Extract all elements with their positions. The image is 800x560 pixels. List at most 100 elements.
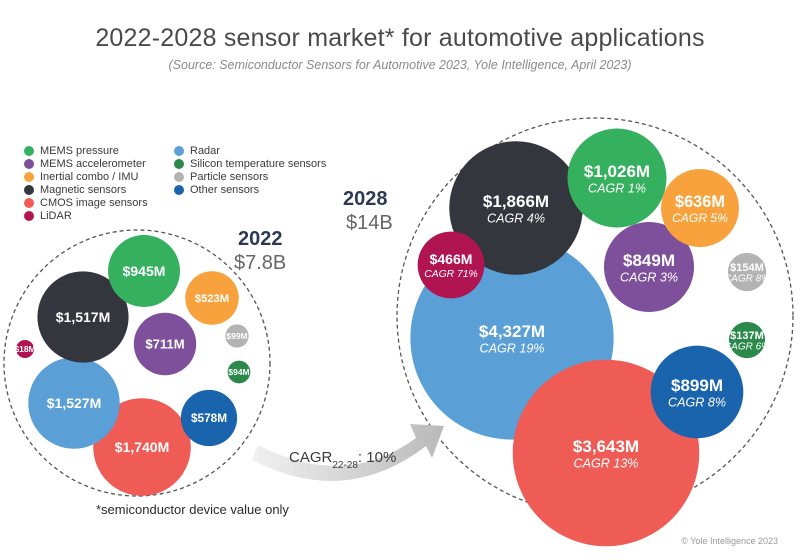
legend-column-left: MEMS pressure MEMS accelerometer Inertial … [24, 144, 148, 222]
legend-swatch [24, 171, 34, 182]
legend-item-inertial-combo-imu: Inertial combo / IMU [24, 170, 148, 183]
legend-label: Radar [190, 144, 220, 157]
legend-label: MEMS pressure [40, 144, 119, 157]
bubble-2022-particle-sensors: $99M [225, 324, 249, 348]
legend-column-right: Radar Silicon temperature sensors Particle… [174, 144, 326, 196]
bubble-2022-mems-accelerometer: $711M [133, 312, 197, 376]
legend-label: Magnetic sensors [40, 183, 127, 196]
bubble-circle [37, 271, 129, 363]
bubble-circle [567, 128, 667, 228]
bubble-value-label: $711M [145, 337, 184, 352]
bubble-circle [227, 360, 251, 384]
bubble-value-label: $1,527M [47, 395, 101, 411]
bubble-circle [225, 324, 249, 348]
legend-item-other-sensors: Other sensors [174, 183, 326, 196]
bubble-value-label: $945M [123, 263, 166, 279]
year-2022-label: 2022 [238, 228, 283, 250]
legend-item-silicon-temperature-sensors: Silicon temperature sensors [174, 157, 326, 170]
bubble-2022-silicon-temperature-sensors: $94M [227, 360, 251, 384]
legend-label: Silicon temperature sensors [190, 157, 327, 170]
bubble-circle [449, 141, 583, 275]
legend-swatch [24, 197, 34, 208]
legend-swatch [174, 171, 184, 182]
legend-label: LiDAR [40, 209, 72, 222]
bubble-circle [512, 359, 700, 547]
bubble-cagr-label: CAGR 5% [672, 211, 728, 225]
bubble-circle [728, 321, 766, 359]
bubble-value-label: $578M [191, 411, 227, 425]
bubble-value-label: $1,026M [584, 162, 650, 181]
legend-item-mems-accelerometer: MEMS accelerometer [24, 157, 148, 170]
legend-swatch [24, 210, 34, 221]
legend-label: Inertial combo / IMU [40, 170, 139, 183]
bubble-value-label: $99M [226, 331, 247, 341]
chart-subtitle: (Source: Semiconductor Sensors for Autom… [168, 58, 632, 72]
footnote: *semiconductor device value only [96, 502, 289, 517]
legend-swatch [174, 158, 184, 169]
legend-label: Particle sensors [190, 170, 269, 183]
bubble-circle [603, 221, 695, 313]
bubble-circle [650, 345, 744, 439]
bubble-cagr-label: CAGR 8% [668, 395, 726, 409]
bubble-2022-inertial-combo-imu: $523M [185, 271, 239, 325]
bubble-circle [727, 252, 767, 292]
bubble-cagr-label: CAGR 6% [724, 341, 770, 352]
legend-item-lidar: LiDAR [24, 209, 148, 222]
growth-arrow [252, 424, 444, 481]
year-2028-label: 2028 [343, 188, 388, 210]
legend-item-cmos-image-sensors: CMOS image sensors [24, 196, 148, 209]
bubble-value-label: $636M [675, 193, 725, 211]
legend-label: MEMS accelerometer [40, 157, 146, 170]
bubble-value-label: $1,517M [56, 309, 110, 325]
legend-label: CMOS image sensors [40, 196, 148, 209]
bubble-2028-lidar: $466M CAGR 71% [417, 231, 485, 299]
bubble-cagr-label: CAGR 3% [620, 270, 678, 284]
bubble-circle [180, 389, 238, 447]
bubble-cagr-label: CAGR 4% [487, 211, 545, 225]
bubble-value-label: $137M [730, 330, 764, 342]
legend-item-mems-pressure: MEMS pressure [24, 144, 148, 157]
bubble-value-label: $18M [14, 344, 35, 354]
bubble-value-label: $1,740M [115, 439, 169, 455]
bubble-circle [661, 169, 739, 247]
bubble-2022-other-sensors: $578M [180, 389, 238, 447]
bubble-circle [108, 235, 180, 307]
bubble-group-2022: $1,740M $1,527M $1,517M $945M $711M $578M $523… [14, 235, 251, 496]
bubble-value-label: $1,866M [483, 192, 549, 211]
legend-swatch [174, 184, 184, 195]
bubble-circle [93, 398, 191, 496]
legend-swatch [174, 145, 184, 156]
bubble-circle [133, 312, 197, 376]
bubble-value-label: $94M [228, 367, 249, 377]
bubble-cagr-label: CAGR 19% [479, 341, 544, 355]
bubble-value-label: $3,643M [573, 437, 639, 456]
overall-cagr-suffix: : 10% [358, 449, 396, 466]
legend-swatch [24, 184, 34, 195]
bubble-2022-magnetic-sensors: $1,517M [37, 271, 129, 363]
bubble-circle [16, 340, 34, 358]
bubble-value-label: $849M [623, 251, 675, 270]
bubble-cagr-label: CAGR 13% [573, 456, 638, 470]
bubble-value-label: $899M [671, 376, 723, 395]
legend-item-radar: Radar [174, 144, 326, 157]
bubble-2022-mems-pressure: $945M [108, 235, 180, 307]
bubble-value-label: $466M [430, 251, 473, 267]
panel-outline-2022 [3, 229, 271, 497]
bubble-value-label: $154M [730, 262, 764, 274]
bubble-value-label: $4,327M [479, 322, 545, 341]
overall-cagr-prefix: CAGR [289, 449, 333, 466]
overall-cagr-label: CAGR22-28: 10% [289, 449, 396, 471]
legend-label: Other sensors [190, 183, 260, 196]
legend-swatch [24, 145, 34, 156]
overall-cagr-sub: 22-28 [332, 460, 358, 471]
bubble-2022-radar: $1,527M [28, 357, 120, 449]
total-2022-label: $7.8B [234, 252, 287, 274]
